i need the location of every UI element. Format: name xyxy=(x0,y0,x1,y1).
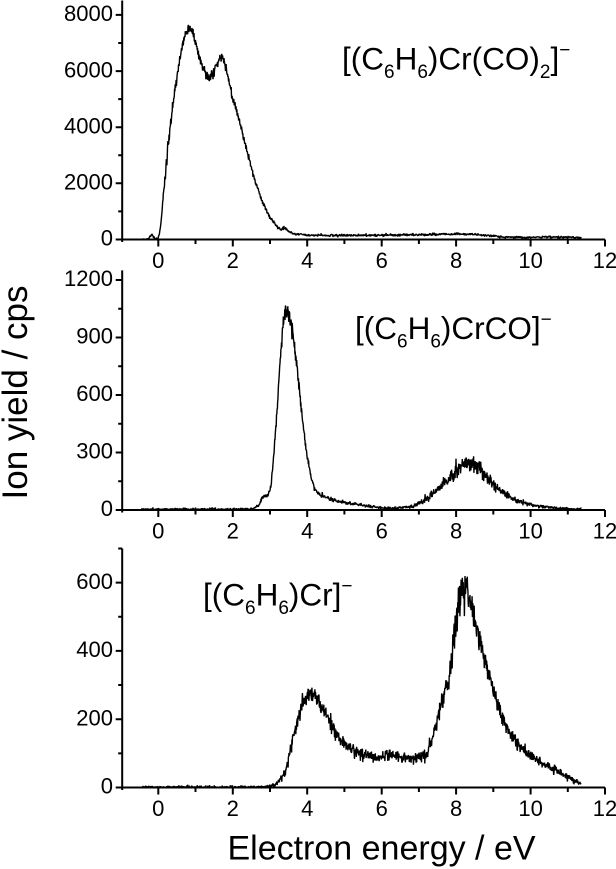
svg-text:[(C6H6)Cr]−: [(C6H6)Cr]− xyxy=(203,576,353,619)
svg-text:300: 300 xyxy=(76,439,113,464)
svg-text:2: 2 xyxy=(227,248,239,273)
svg-text:600: 600 xyxy=(76,381,113,406)
svg-text:4: 4 xyxy=(301,248,313,273)
svg-text:6: 6 xyxy=(376,796,388,821)
svg-text:0: 0 xyxy=(101,496,113,521)
svg-text:6: 6 xyxy=(376,248,388,273)
svg-text:12: 12 xyxy=(593,519,616,544)
svg-text:Electron energy / eV: Electron energy / eV xyxy=(227,830,535,868)
svg-text:12: 12 xyxy=(593,248,616,273)
svg-text:0: 0 xyxy=(152,796,164,821)
svg-text:2000: 2000 xyxy=(64,170,113,195)
svg-text:8000: 8000 xyxy=(64,1,113,26)
svg-text:10: 10 xyxy=(518,519,542,544)
svg-text:4: 4 xyxy=(301,796,313,821)
svg-text:2: 2 xyxy=(227,519,239,544)
svg-text:6000: 6000 xyxy=(64,57,113,82)
svg-text:600: 600 xyxy=(76,569,113,594)
svg-text:10: 10 xyxy=(518,796,542,821)
svg-text:6: 6 xyxy=(376,519,388,544)
svg-text:2: 2 xyxy=(227,796,239,821)
svg-text:1200: 1200 xyxy=(64,266,113,291)
svg-text:0: 0 xyxy=(152,519,164,544)
svg-text:Ion yield / cps: Ion yield / cps xyxy=(0,286,35,500)
svg-text:10: 10 xyxy=(518,248,542,273)
svg-text:[(C6H6)Cr(CO)2]−: [(C6H6)Cr(CO)2]− xyxy=(342,40,570,83)
svg-text:200: 200 xyxy=(76,705,113,730)
svg-text:900: 900 xyxy=(76,324,113,349)
svg-text:0: 0 xyxy=(101,226,113,251)
svg-text:4000: 4000 xyxy=(64,113,113,138)
svg-text:400: 400 xyxy=(76,637,113,662)
svg-text:8: 8 xyxy=(450,519,462,544)
svg-text:12: 12 xyxy=(593,796,616,821)
svg-text:0: 0 xyxy=(152,248,164,273)
svg-text:0: 0 xyxy=(101,774,113,799)
svg-text:8: 8 xyxy=(450,248,462,273)
svg-text:8: 8 xyxy=(450,796,462,821)
svg-text:[(C6H6)CrCO]−: [(C6H6)CrCO]− xyxy=(355,309,552,352)
svg-text:4: 4 xyxy=(301,519,313,544)
